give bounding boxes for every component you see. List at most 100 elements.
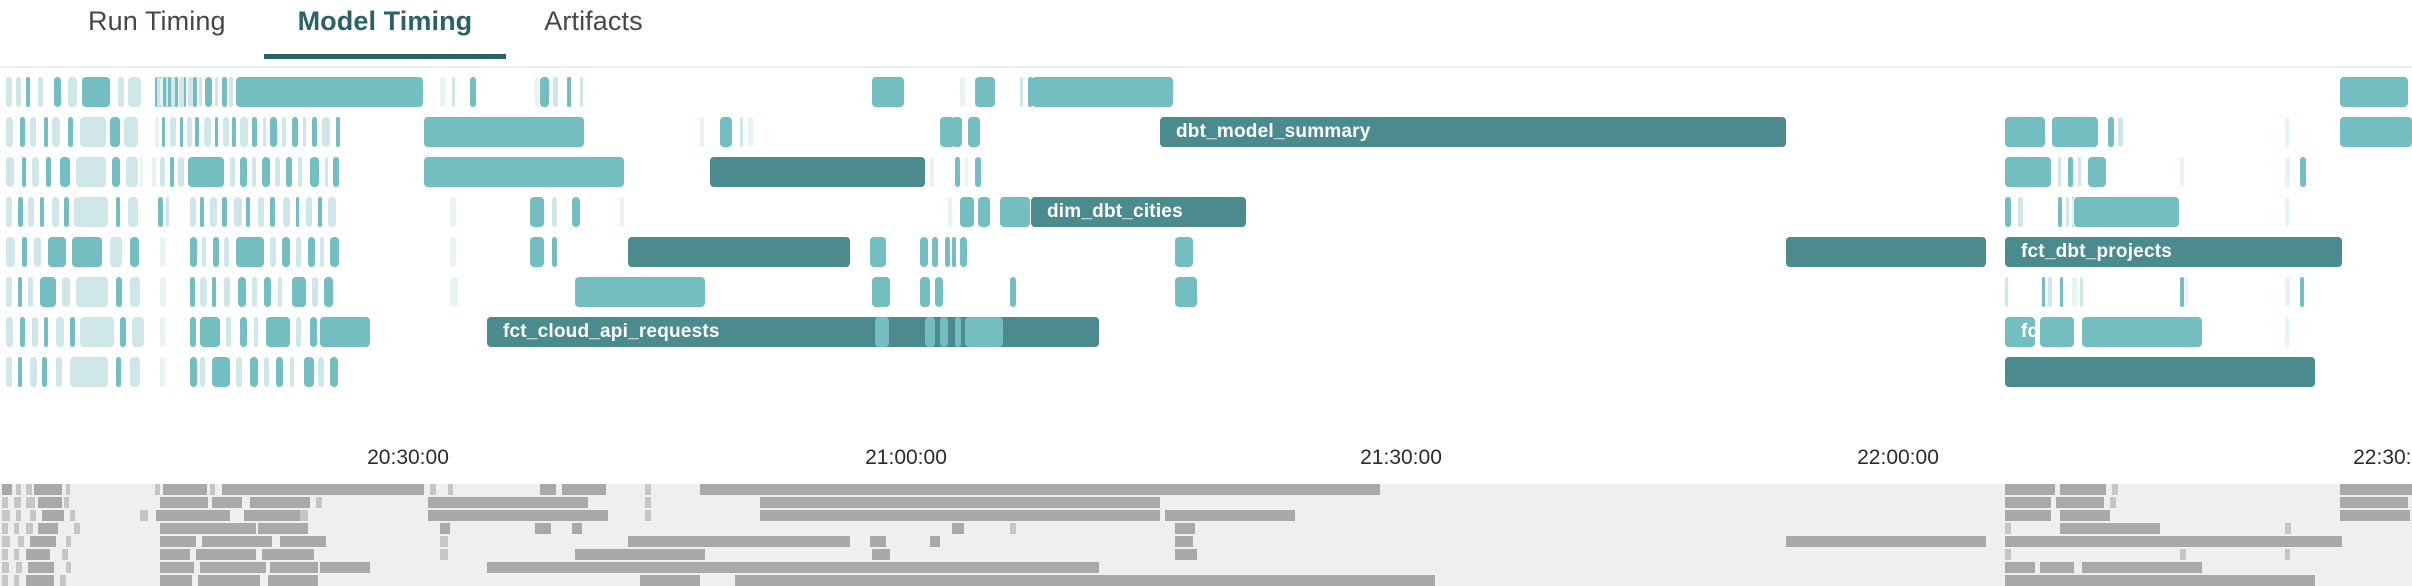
gantt-bar[interactable] bbox=[18, 197, 23, 227]
gantt-bar[interactable] bbox=[440, 77, 445, 107]
gantt-bar[interactable] bbox=[40, 197, 44, 227]
gantt-bar[interactable] bbox=[240, 317, 247, 347]
gantt-bar[interactable] bbox=[160, 277, 166, 307]
gantt-bar[interactable] bbox=[26, 77, 30, 107]
minimap-bar[interactable] bbox=[2005, 562, 2035, 573]
minimap-bar[interactable] bbox=[66, 562, 71, 573]
minimap-bar[interactable] bbox=[38, 497, 62, 508]
gantt-bar[interactable] bbox=[258, 197, 264, 227]
gantt-bar-labeled[interactable]: dbt_model_summary bbox=[1160, 117, 1786, 147]
gantt-bar[interactable] bbox=[229, 77, 233, 107]
gantt-bar[interactable] bbox=[184, 77, 186, 107]
gantt-bar[interactable] bbox=[2042, 277, 2045, 307]
gantt-bar[interactable] bbox=[110, 117, 120, 147]
minimap-bar[interactable] bbox=[26, 549, 50, 560]
minimap-bar[interactable] bbox=[16, 484, 21, 495]
minimap-bar[interactable] bbox=[316, 497, 322, 508]
gantt-bar[interactable] bbox=[200, 197, 204, 227]
gantt-bar[interactable] bbox=[270, 237, 276, 267]
gantt-bar[interactable] bbox=[2285, 197, 2289, 227]
tab-model-timing[interactable]: Model Timing bbox=[262, 0, 509, 59]
gantt-bar[interactable] bbox=[250, 357, 258, 387]
minimap-bar[interactable] bbox=[2, 523, 8, 534]
gantt-bar[interactable] bbox=[130, 357, 140, 387]
gantt-bar[interactable] bbox=[2058, 197, 2062, 227]
gantt-bar[interactable] bbox=[965, 157, 968, 187]
gantt-bar[interactable] bbox=[236, 237, 264, 267]
gantt-bar[interactable] bbox=[18, 357, 22, 387]
minimap-bar[interactable] bbox=[640, 575, 700, 586]
gantt-bar[interactable] bbox=[320, 317, 370, 347]
gantt-bar[interactable] bbox=[80, 117, 106, 147]
gantt-bar[interactable] bbox=[6, 237, 15, 267]
gantt-bar[interactable] bbox=[199, 77, 202, 107]
gantt-bar[interactable] bbox=[60, 157, 70, 187]
minimap-bar[interactable] bbox=[300, 510, 308, 521]
gantt-bar[interactable] bbox=[286, 157, 292, 187]
gantt-bar[interactable] bbox=[920, 237, 928, 267]
gantt-bar[interactable] bbox=[128, 197, 138, 227]
gantt-bar[interactable] bbox=[32, 317, 38, 347]
gantt-bar[interactable] bbox=[116, 277, 122, 307]
minimap-bar[interactable] bbox=[2005, 523, 2011, 534]
gantt-bar[interactable] bbox=[170, 157, 174, 187]
minimap-bar[interactable] bbox=[2, 549, 8, 560]
gantt-bar[interactable] bbox=[224, 237, 229, 267]
gantt-bar[interactable] bbox=[308, 237, 315, 267]
minimap-bar[interactable] bbox=[2056, 497, 2104, 508]
minimap-bar[interactable] bbox=[18, 536, 24, 547]
minimap-bar[interactable] bbox=[1010, 523, 1016, 534]
gantt-bar[interactable] bbox=[238, 277, 246, 307]
gantt-bar[interactable] bbox=[2285, 117, 2289, 147]
minimap-bar[interactable] bbox=[2005, 536, 2342, 547]
gantt-bar[interactable] bbox=[2005, 117, 2045, 147]
minimap-bar[interactable] bbox=[14, 523, 19, 534]
gantt-bar[interactable] bbox=[40, 277, 56, 307]
minimap-bar[interactable] bbox=[2, 484, 12, 495]
gantt-bar[interactable] bbox=[925, 317, 935, 347]
gantt-bar[interactable] bbox=[124, 117, 138, 147]
gantt-bar[interactable] bbox=[48, 237, 66, 267]
gantt-bar[interactable] bbox=[236, 77, 423, 107]
minimap-bar[interactable] bbox=[14, 575, 19, 586]
gantt-bar[interactable] bbox=[252, 117, 257, 147]
gantt-bar[interactable] bbox=[152, 157, 156, 187]
gantt-bar[interactable] bbox=[179, 77, 183, 107]
gantt-bar[interactable] bbox=[190, 317, 196, 347]
gantt-bar[interactable] bbox=[2300, 277, 2304, 307]
gantt-bar[interactable] bbox=[178, 157, 184, 187]
gantt-bar[interactable] bbox=[42, 357, 47, 387]
gantt-bar-labeled[interactable]: dim_dbt_cities bbox=[1031, 197, 1246, 227]
gantt-bar[interactable] bbox=[170, 117, 176, 147]
gantt-bar[interactable] bbox=[68, 117, 73, 147]
minimap-bar[interactable] bbox=[200, 523, 256, 534]
gantt-bar[interactable] bbox=[6, 317, 13, 347]
gantt-bar[interactable] bbox=[70, 357, 108, 387]
gantt-bar[interactable] bbox=[188, 77, 193, 107]
gantt-bar[interactable] bbox=[553, 77, 558, 107]
minimap-bar[interactable] bbox=[160, 575, 192, 586]
minimap-bar[interactable] bbox=[2, 510, 10, 521]
gantt-bar[interactable] bbox=[945, 237, 950, 267]
gantt-bar[interactable] bbox=[310, 157, 319, 187]
gantt-bar[interactable] bbox=[213, 237, 219, 267]
gantt-bar[interactable] bbox=[234, 197, 242, 227]
minimap-bar[interactable] bbox=[930, 536, 940, 547]
minimap-bar[interactable] bbox=[428, 510, 608, 521]
gantt-bar[interactable] bbox=[2048, 277, 2052, 307]
gantt-bar[interactable] bbox=[16, 77, 21, 107]
gantt-bar[interactable] bbox=[968, 117, 980, 147]
gantt-bar[interactable] bbox=[132, 317, 144, 347]
gantt-bar[interactable] bbox=[552, 237, 557, 267]
gantt-bar[interactable] bbox=[1032, 77, 1173, 107]
gantt-bar[interactable] bbox=[190, 277, 195, 307]
gantt-bar[interactable] bbox=[932, 237, 938, 267]
minimap-bar[interactable] bbox=[2180, 549, 2186, 560]
minimap-bar[interactable] bbox=[26, 575, 54, 586]
model-timing-gantt-chart[interactable]: dbt_model_summary dim_dbt_cities fct_dbt_p… bbox=[0, 68, 2412, 440]
gantt-bar[interactable] bbox=[22, 237, 27, 267]
gantt-bar[interactable] bbox=[2340, 77, 2408, 107]
gantt-bar[interactable] bbox=[116, 197, 120, 227]
gantt-bar[interactable] bbox=[952, 117, 962, 147]
gantt-bar[interactable] bbox=[1010, 277, 1016, 307]
